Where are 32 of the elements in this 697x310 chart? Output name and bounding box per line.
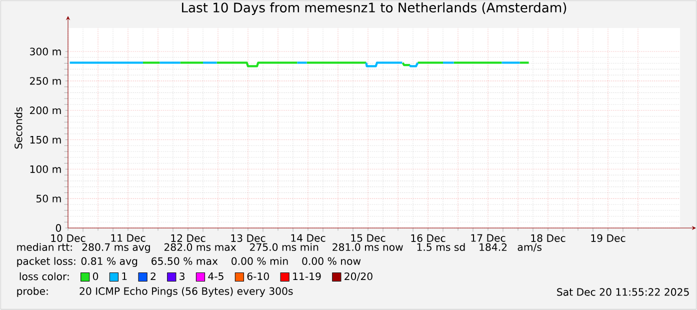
legend-label: 4-5 xyxy=(208,272,224,280)
y-tick-label: 250 m xyxy=(30,77,61,85)
legend-label: 3 xyxy=(180,272,184,280)
text: median rtt: 280.7 ms avg 282.0 ms max 275.0 ms min 281.0 ms now 1.5 ms sd 184.2 am/s xyxy=(17,243,542,253)
x-tick-label: 12 Dec xyxy=(171,234,206,242)
x-tick-label: 14 Dec xyxy=(291,234,326,242)
x-tick-label: 10 Dec xyxy=(51,234,86,242)
x-tick-label: 18 Dec xyxy=(531,234,566,242)
y-tick-label: 150 m xyxy=(30,136,61,144)
legend-label: 2 xyxy=(150,272,156,280)
legend-label: 20/20 xyxy=(344,272,372,281)
chart-title: Last 10 Days from memesnz1 to Netherlands (Amsterdam) xyxy=(182,2,566,16)
y-tick-label: 0 xyxy=(56,224,62,232)
text: packet loss: 0.81 % avg 65.50 % max 0.00 % min 0.00 % now xyxy=(17,257,361,267)
y-tick-label: 50 m xyxy=(36,194,61,202)
y-axis-title: Seconds xyxy=(14,107,22,149)
x-tick-label: 11 Dec xyxy=(111,234,146,242)
legend-title: loss color: xyxy=(20,272,69,280)
y-tick-label: 300 m xyxy=(30,48,61,56)
x-tick-label: 15 Dec xyxy=(351,234,386,242)
y-tick-label: 200 m xyxy=(30,106,61,114)
x-tick-label: 16 Dec xyxy=(411,234,446,242)
text: Sat Dec 20 11:55:22 2025 xyxy=(557,288,689,296)
x-tick-label: 13 Dec xyxy=(231,234,266,242)
legend-label: 1 xyxy=(122,272,127,280)
x-tick-label: 17 Dec xyxy=(471,234,506,242)
legend-label: 6-10 xyxy=(247,272,269,280)
y-tick-label: 100 m xyxy=(30,165,61,174)
legend-label: 11-19 xyxy=(293,272,321,280)
legend-label: 0 xyxy=(92,272,98,280)
x-tick-label: 19 Dec xyxy=(591,234,626,242)
text: probe: 20 ICMP Echo Pings (56 Bytes) every 300s xyxy=(17,287,293,297)
